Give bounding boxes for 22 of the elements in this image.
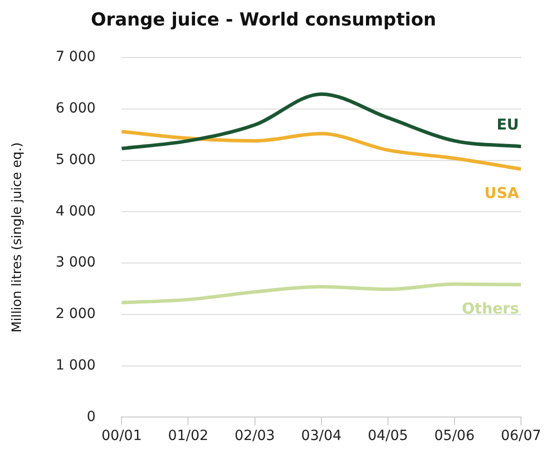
y-tick-label: 2 000 (56, 306, 96, 322)
y-tick-label: 1 000 (56, 357, 96, 374)
line-series (120, 130, 523, 171)
x-tick-label: 05/06 (434, 428, 475, 444)
x-tick-label: 06/07 (500, 428, 542, 444)
y-tick-label: 3 000 (56, 254, 96, 271)
y-tick-label: 6 000 (56, 100, 96, 117)
x-tick-label: 00/01 (102, 428, 142, 444)
series-label: Others (462, 300, 520, 318)
y-tick-label: 5 000 (56, 152, 96, 168)
y-tick-label: 4 000 (56, 203, 96, 220)
chart-title: Orange juice - World consumption (90, 9, 436, 30)
series-label: EU (496, 115, 519, 134)
series-label: USA (484, 184, 520, 202)
y-tick-label: 0 (86, 408, 96, 425)
line-series (120, 92, 523, 150)
x-tick-label: 04/05 (368, 428, 408, 444)
x-tick-label: 01/02 (168, 428, 208, 444)
y-axis-title: Million litres (single juice eq.) (10, 142, 26, 332)
y-tick-label: 7 000 (56, 49, 96, 66)
x-tick-label: 03/04 (301, 428, 342, 444)
x-tick-label: 02/03 (234, 428, 275, 444)
